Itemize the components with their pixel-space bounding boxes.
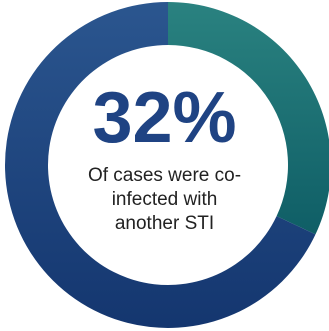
caption-line-2: infected with bbox=[111, 189, 218, 210]
center-caption: Of cases were co- infected with another … bbox=[0, 164, 329, 236]
caption-line-3: another STI bbox=[114, 213, 215, 234]
caption-line-1: Of cases were co- bbox=[87, 165, 242, 186]
center-percentage: 32% bbox=[92, 78, 237, 158]
donut-slice-1 bbox=[168, 2, 329, 235]
